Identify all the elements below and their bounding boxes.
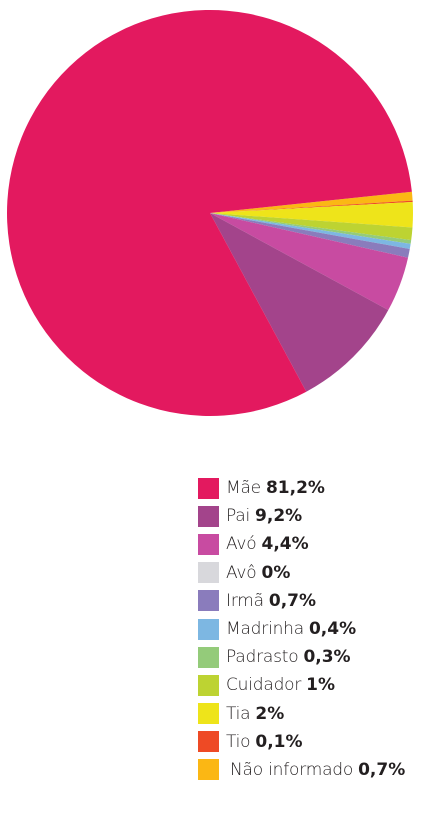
legend-item: Mãe 81,2% — [198, 474, 405, 502]
legend-swatch — [198, 477, 219, 499]
legend-item: Irmã 0,7% — [198, 587, 405, 615]
pie-slice-padrasto — [210, 213, 412, 244]
pie-slice-madrinha — [210, 213, 411, 249]
legend-item: Tio 0,1% — [198, 728, 405, 756]
legend-label: Tio — [226, 731, 251, 752]
legend-item: Avô 0% — [198, 559, 405, 587]
legend-label: Avó — [226, 534, 257, 555]
legend-value: 1% — [306, 675, 336, 696]
pie-slice-tio — [210, 200, 413, 213]
legend-value: 0,4% — [308, 619, 357, 640]
legend-swatch — [198, 533, 219, 555]
legend-swatch — [198, 731, 219, 753]
chart-legend: Mãe 81,2% Pai 9,2% Avó 4,4% Avô 0% Irmã 0,7% Madri… — [198, 474, 405, 784]
legend-value: 9,2% — [255, 506, 303, 527]
legend-item: Madrinha 0,4% — [198, 615, 405, 643]
legend-label: Irmã — [226, 590, 264, 611]
pie-slice-cuidador — [210, 213, 413, 241]
legend-value: 81,2% — [265, 478, 325, 499]
legend-label: Pai — [226, 506, 251, 527]
legend-label: Madrinha — [226, 619, 304, 640]
legend-value: 0,7% — [358, 759, 406, 780]
legend-item: Tia 2% — [198, 700, 405, 728]
pie-slice-não-informado — [210, 191, 413, 213]
legend-label: Cuidador — [226, 675, 302, 696]
legend-swatch — [198, 703, 219, 725]
pie-svg — [7, 10, 413, 416]
legend-swatch — [198, 618, 219, 640]
legend-item: Não informado 0,7% — [198, 756, 405, 784]
legend-item: Cuidador 1% — [198, 671, 405, 699]
pie-slice-irmã — [210, 213, 410, 258]
pie-slice-avó — [210, 213, 409, 311]
legend-label: Não informado — [230, 759, 354, 780]
legend-label: Mãe — [226, 478, 261, 499]
legend-value: 0,3% — [303, 647, 351, 668]
legend-swatch — [198, 759, 219, 781]
legend-swatch — [198, 562, 219, 584]
legend-item: Padrasto 0,3% — [198, 643, 405, 671]
pie-slice-tia — [210, 201, 413, 228]
legend-value: 4,4% — [261, 534, 309, 555]
legend-label: Avô — [226, 562, 257, 583]
legend-swatch — [198, 674, 219, 696]
legend-value: 0,1% — [255, 731, 303, 752]
legend-value: 2% — [255, 703, 285, 724]
legend-label: Padrasto — [226, 647, 299, 668]
legend-swatch — [198, 646, 219, 668]
pie-chart — [7, 10, 413, 416]
pie-slice-pai — [210, 213, 389, 392]
legend-label: Tia — [226, 703, 251, 724]
pie-slice-mãe — [7, 10, 412, 416]
legend-item: Avó 4,4% — [198, 530, 405, 558]
legend-swatch — [198, 590, 219, 612]
legend-item: Pai 9,2% — [198, 502, 405, 530]
legend-value: 0,7% — [268, 590, 317, 611]
legend-swatch — [198, 505, 219, 527]
legend-value: 0% — [261, 562, 291, 583]
